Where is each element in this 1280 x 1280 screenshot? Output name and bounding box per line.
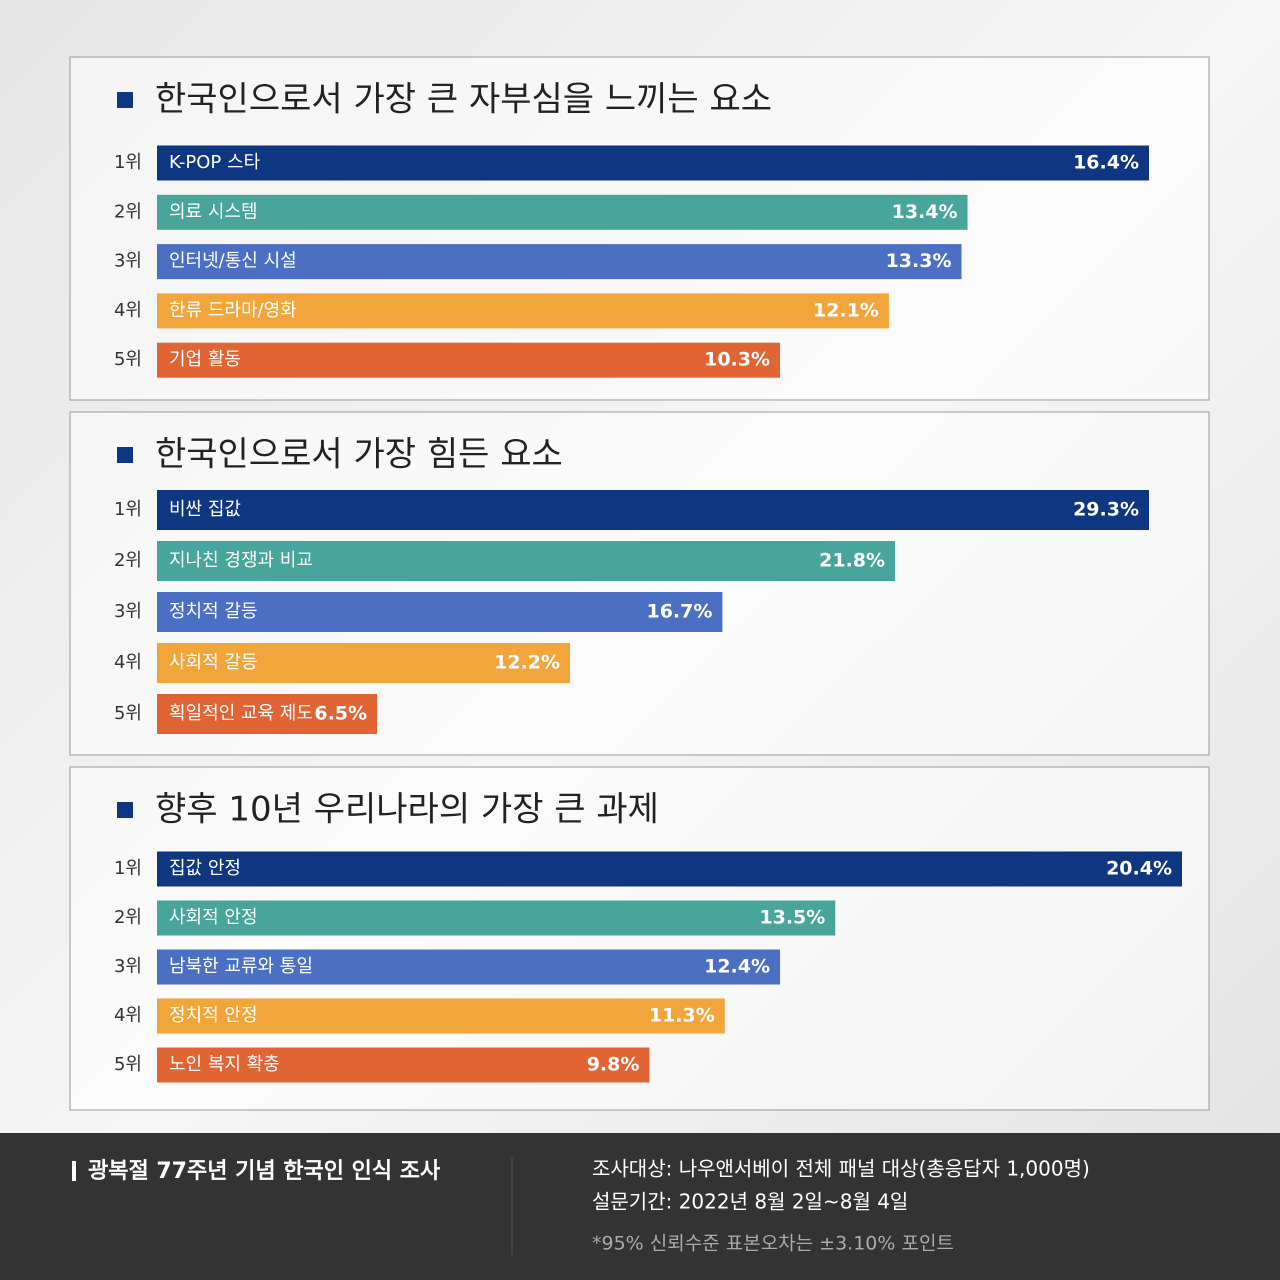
rank-label: 3위 — [114, 251, 142, 272]
value-label: 6.5% — [314, 703, 367, 725]
footer-marker — [72, 1161, 76, 1181]
title-marker — [117, 92, 133, 108]
bar-category: 정치적 갈등 — [169, 601, 258, 622]
bar — [157, 145, 1149, 181]
rank-label: 1위 — [114, 152, 142, 173]
bar-category: 기업 활동 — [169, 349, 241, 370]
bar — [157, 293, 889, 329]
value-label: 20.4% — [1106, 858, 1172, 880]
bar — [157, 694, 378, 734]
value-label: 21.8% — [819, 550, 885, 572]
footer-band — [0, 1133, 1280, 1280]
panel-title: 한국인으로서 가장 큰 자부심을 느끼는 요소 — [155, 80, 772, 120]
bar-category: 집값 안정 — [169, 858, 241, 879]
rank-label: 5위 — [114, 349, 142, 370]
bar-category: 비싼 집값 — [169, 499, 241, 520]
rank-label: 2위 — [114, 550, 142, 571]
value-label: 11.3% — [649, 1005, 715, 1027]
footer-line: 설문기간: 2022년 8월 2일~8월 4일 — [592, 1190, 908, 1214]
rank-label: 1위 — [114, 858, 142, 879]
bar — [157, 998, 725, 1034]
panel-title: 한국인으로서 가장 힘든 요소 — [155, 435, 563, 475]
bar — [157, 851, 1182, 887]
rank-label: 3위 — [114, 601, 142, 622]
bar — [157, 900, 836, 936]
value-label: 13.3% — [886, 250, 952, 272]
value-label: 13.5% — [759, 907, 825, 929]
title-marker — [117, 447, 133, 463]
bar-category: 사회적 안정 — [169, 907, 258, 928]
value-label: 13.4% — [892, 201, 958, 223]
rank-label: 2위 — [114, 201, 142, 222]
footer-title: 광복절 77주년 기념 한국인 인식 조사 — [88, 1159, 441, 1184]
bar-category: 의료 시스템 — [169, 201, 258, 222]
bar — [157, 194, 968, 230]
rank-label: 4위 — [114, 1005, 142, 1026]
rank-label: 2위 — [114, 907, 142, 928]
value-label: 10.3% — [704, 349, 770, 371]
title-marker — [117, 802, 133, 818]
bar — [157, 244, 962, 280]
bar — [157, 342, 781, 378]
rank-label: 4위 — [114, 300, 142, 321]
bar-category: 남북한 교류와 통일 — [169, 956, 313, 977]
value-label: 9.8% — [587, 1054, 640, 1076]
value-label: 29.3% — [1073, 499, 1139, 521]
rank-label: 5위 — [114, 703, 142, 724]
bar-category: 인터넷/통신 시설 — [169, 251, 297, 272]
panel-title: 향후 10년 우리나라의 가장 큰 과제 — [155, 790, 659, 830]
footer-line: 조사대상: 나우앤서베이 전체 패널 대상(총응답자 1,000명) — [592, 1157, 1090, 1181]
value-label: 12.2% — [494, 652, 560, 674]
bar-category: 지나친 경쟁과 비교 — [169, 550, 313, 571]
value-label: 12.4% — [704, 956, 770, 978]
bar — [157, 949, 781, 985]
rank-label: 5위 — [114, 1054, 142, 1075]
rank-label: 4위 — [114, 652, 142, 673]
bar-category: 정치적 안정 — [169, 1005, 258, 1026]
bar-category: K-POP 스타 — [169, 152, 261, 173]
value-label: 16.4% — [1073, 152, 1139, 174]
bar — [157, 643, 571, 683]
value-label: 12.1% — [813, 299, 879, 321]
rank-label: 1위 — [114, 499, 142, 520]
rank-label: 3위 — [114, 956, 142, 977]
bar — [157, 541, 896, 581]
bar-category: 획일적인 교육 제도 — [169, 703, 313, 724]
value-label: 16.7% — [646, 601, 712, 623]
bar-category: 한류 드라마/영화 — [169, 300, 297, 321]
bar — [157, 1047, 650, 1083]
bar — [157, 592, 723, 632]
bar-category: 노인 복지 확충 — [169, 1054, 280, 1075]
bar — [157, 490, 1149, 530]
footer-note: *95% 신뢰수준 표본오차는 ±3.10% 포인트 — [592, 1233, 954, 1255]
bar-category: 사회적 갈등 — [169, 652, 258, 673]
